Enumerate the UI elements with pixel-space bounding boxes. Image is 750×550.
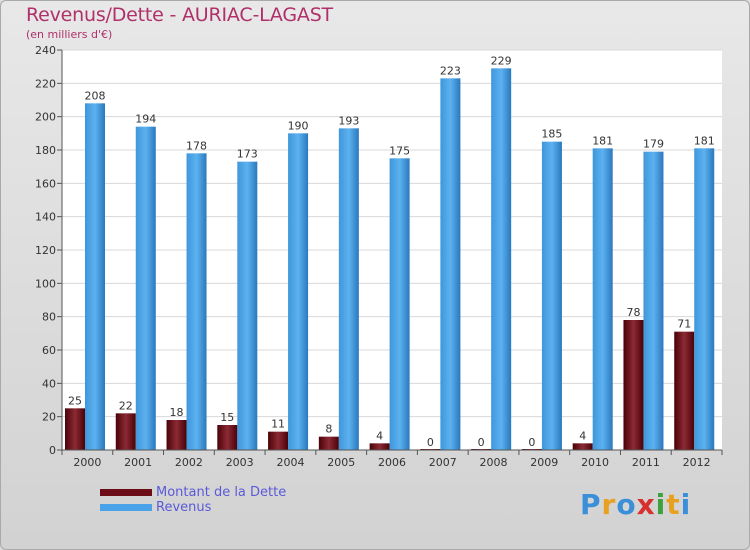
y-tick-label: 20 <box>42 411 56 424</box>
value-label-revenus: 185 <box>541 128 562 141</box>
y-tick-label: 60 <box>42 344 56 357</box>
logo-letter: i <box>655 488 667 521</box>
bar-dette <box>115 413 136 450</box>
x-tick-label: 2002 <box>175 456 203 469</box>
y-tick-label: 40 <box>42 377 56 390</box>
bar-revenus <box>288 133 309 451</box>
value-labels: 2520822194181781517311190819341750223022… <box>68 54 715 449</box>
bars <box>65 68 715 451</box>
bar-dette <box>572 443 593 450</box>
value-label-dette: 71 <box>677 318 691 331</box>
value-label-dette: 18 <box>170 406 184 419</box>
bar-revenus <box>643 151 664 450</box>
legend-swatch-revenus <box>100 504 152 511</box>
x-tick-label: 2004 <box>276 456 304 469</box>
y-tick-label: 100 <box>35 277 56 290</box>
x-tick-label: 2008 <box>480 456 508 469</box>
legend-swatch-debt <box>100 489 152 496</box>
x-tick-label: 2005 <box>327 456 355 469</box>
logo-letter: i <box>680 488 692 521</box>
bar-revenus <box>491 68 512 450</box>
y-tick-label: 140 <box>35 211 56 224</box>
value-label-dette: 0 <box>478 436 485 449</box>
bar-dette <box>674 331 695 450</box>
legend-label-debt: Montant de la Dette <box>156 485 287 500</box>
bar-dette <box>623 320 644 450</box>
bar-revenus <box>592 148 613 451</box>
bar-revenus <box>237 161 258 450</box>
y-tick-label: 160 <box>35 177 56 190</box>
value-label-revenus: 173 <box>237 148 258 161</box>
x-tick-label: 2006 <box>378 456 406 469</box>
value-label-dette: 22 <box>119 399 133 412</box>
x-tick-label: 2010 <box>581 456 609 469</box>
value-label-revenus: 181 <box>592 134 613 147</box>
x-tick-label: 2009 <box>530 456 558 469</box>
value-label-revenus: 194 <box>135 113 156 126</box>
value-label-dette: 11 <box>271 418 285 431</box>
logo-letter: r <box>601 488 617 521</box>
value-label-dette: 4 <box>579 429 586 442</box>
bar-dette <box>268 431 289 450</box>
value-label-dette: 0 <box>528 436 535 449</box>
y-tick-label: 180 <box>35 144 56 157</box>
x-tick-label: 2012 <box>683 456 711 469</box>
bar-revenus <box>135 126 156 451</box>
bar-revenus <box>186 153 207 451</box>
legend-label-revenus: Revenus <box>156 500 212 515</box>
legend: Montant de la Dette Revenus <box>100 485 360 515</box>
value-label-dette: 15 <box>220 411 234 424</box>
value-label-revenus: 178 <box>186 139 207 152</box>
bar-revenus <box>694 148 715 451</box>
value-label-revenus: 181 <box>694 134 715 147</box>
x-tick-label: 2001 <box>124 456 152 469</box>
value-label-revenus: 193 <box>338 114 359 127</box>
y-tick-label: 0 <box>49 444 56 457</box>
value-label-dette: 0 <box>427 436 434 449</box>
value-label-dette: 8 <box>325 423 332 436</box>
x-tick-label: 2011 <box>632 456 660 469</box>
value-label-revenus: 223 <box>440 64 461 77</box>
logo-letter: x <box>636 488 656 521</box>
value-label-revenus: 190 <box>288 119 309 132</box>
proxiti-logo: Proxiti <box>580 488 691 521</box>
x-tick-label: 2003 <box>226 456 254 469</box>
bar-dette <box>318 436 339 450</box>
legend-item-debt: Montant de la Dette <box>100 485 360 500</box>
legend-item-revenus: Revenus <box>100 500 360 515</box>
bar-revenus <box>338 128 359 451</box>
y-tick-label: 220 <box>35 77 56 90</box>
value-label-revenus: 229 <box>491 54 512 67</box>
bar-dette <box>369 443 390 450</box>
value-label-revenus: 208 <box>85 89 106 102</box>
logo-letter: t <box>666 488 681 521</box>
y-tick-label: 80 <box>42 311 56 324</box>
logo-letter: o <box>616 488 637 521</box>
y-tick-label: 240 <box>35 44 56 57</box>
bar-revenus <box>440 78 461 450</box>
chart-title: Revenus/Dette - AURIAC-LAGAST <box>26 4 333 26</box>
bar-revenus <box>541 141 562 450</box>
bar-dette <box>217 425 238 450</box>
value-label-revenus: 179 <box>643 138 664 151</box>
y-tick-label: 200 <box>35 111 56 124</box>
x-tick-label: 2007 <box>429 456 457 469</box>
value-label-dette: 25 <box>68 394 82 407</box>
value-label-revenus: 175 <box>389 144 410 157</box>
value-label-dette: 4 <box>376 429 383 442</box>
y-tick-label: 120 <box>35 244 56 257</box>
chart-subtitle: (en milliers d'€) <box>26 28 113 41</box>
value-label-dette: 78 <box>626 306 640 319</box>
logo-letter: P <box>580 488 602 521</box>
x-tick-label: 2000 <box>73 456 101 469</box>
bar-dette <box>166 420 187 450</box>
bar-dette <box>65 408 85 450</box>
bar-revenus <box>85 103 105 450</box>
bar-revenus <box>389 158 410 451</box>
